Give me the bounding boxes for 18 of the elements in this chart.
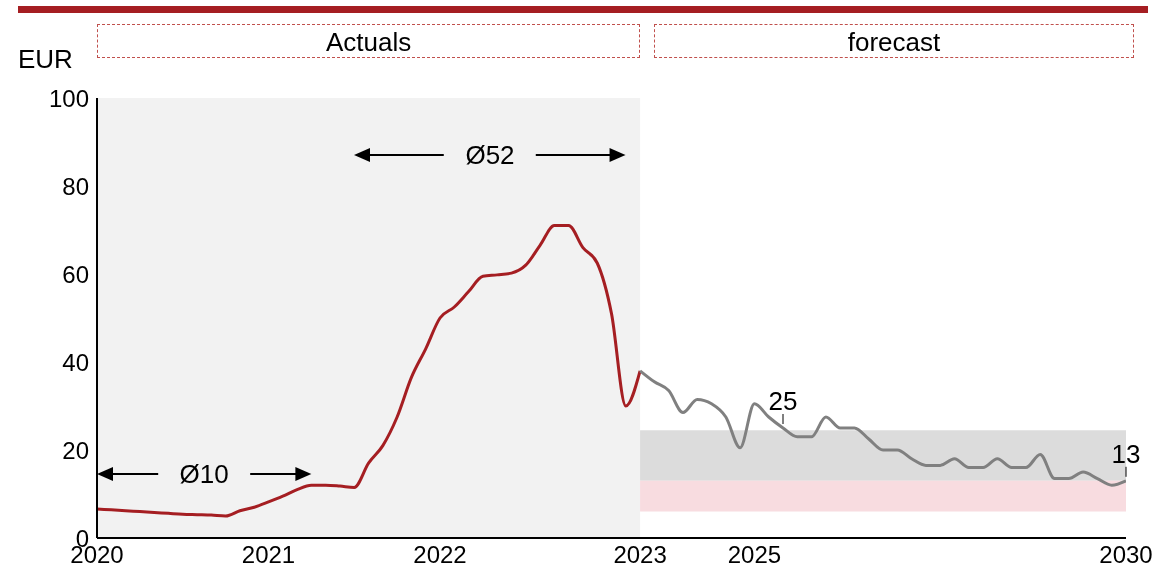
data-label: 13	[1111, 438, 1141, 469]
x-tick-label: 2023	[613, 541, 667, 569]
y-tick-label: 100	[48, 84, 89, 112]
x-tick-label: 2025	[727, 541, 782, 569]
line-series	[97, 224, 642, 518]
data-label: 25	[768, 386, 798, 416]
y-tick-label: 60	[62, 260, 89, 288]
text: forecast	[654, 24, 1134, 58]
y-tick-label: 40	[62, 348, 89, 376]
y-tick-label: 20	[62, 436, 89, 464]
x-tick-label: 2021	[241, 541, 296, 569]
band-label: Actuals	[97, 24, 641, 58]
annotation: Ø10	[178, 458, 230, 491]
y-tick-label: 80	[62, 172, 89, 200]
x-tick-label: 2030	[1099, 541, 1153, 569]
y-axis-title: EUR	[18, 44, 73, 75]
x-tick-label: 2022	[413, 541, 467, 569]
annotation: Ø52	[464, 139, 516, 172]
